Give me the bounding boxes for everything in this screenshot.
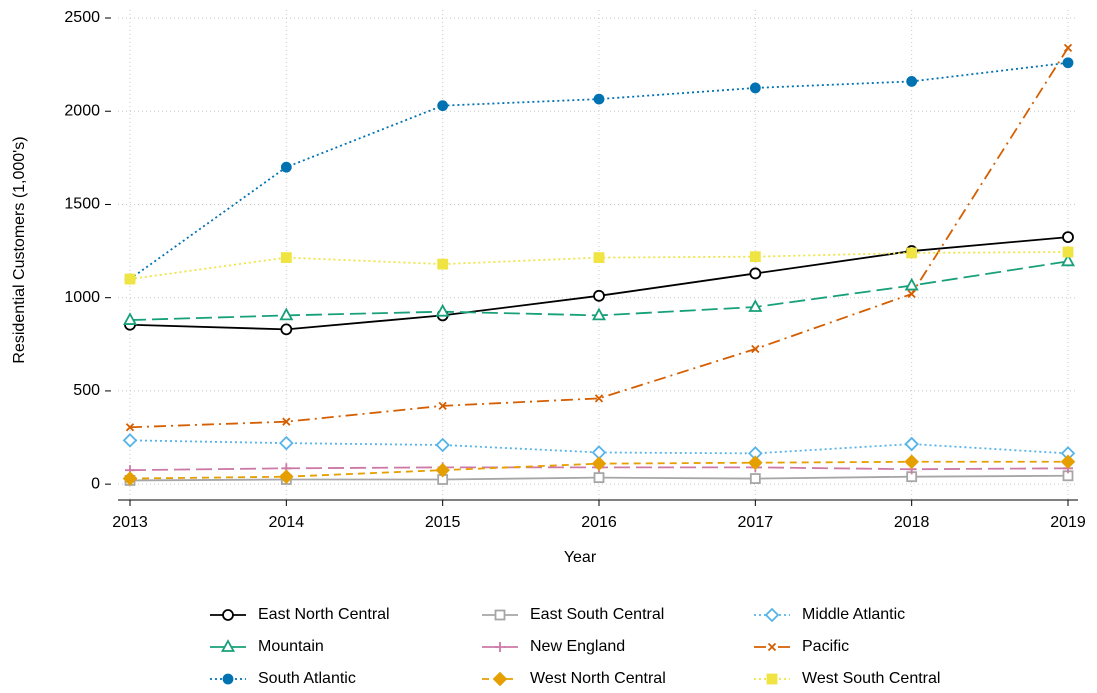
marker xyxy=(907,289,916,299)
marker xyxy=(1060,454,1076,470)
marker xyxy=(279,469,294,484)
marker xyxy=(124,273,136,285)
marker xyxy=(222,673,234,685)
marker xyxy=(593,252,605,264)
legend-label: East South Central xyxy=(530,606,664,623)
x-tick-label: 2019 xyxy=(1050,514,1086,531)
marker xyxy=(279,307,294,321)
marker xyxy=(904,436,919,452)
marker xyxy=(593,289,605,302)
y-tick-label: 1000 xyxy=(64,289,100,306)
marker xyxy=(906,75,918,87)
marker xyxy=(438,401,447,410)
marker xyxy=(122,471,138,486)
x-tick-label: 2015 xyxy=(425,514,461,531)
y-tick-label: 2500 xyxy=(64,9,100,26)
x-axis-label: Year xyxy=(564,549,597,566)
marker xyxy=(749,473,761,484)
marker xyxy=(492,671,508,687)
x-tick-label: 2014 xyxy=(269,514,305,531)
y-tick-label: 2000 xyxy=(64,102,100,119)
marker xyxy=(280,161,292,173)
marker xyxy=(749,251,761,263)
legend-label: Pacific xyxy=(802,638,849,655)
marker xyxy=(904,454,919,470)
marker xyxy=(591,307,607,321)
marker xyxy=(279,435,294,451)
legend-label: Middle Atlantic xyxy=(802,606,905,623)
marker xyxy=(282,417,291,426)
marker xyxy=(904,277,919,291)
marker xyxy=(906,247,918,259)
marker xyxy=(591,456,607,471)
marker xyxy=(748,455,763,470)
marker xyxy=(495,642,505,652)
legend-label: West South Central xyxy=(802,670,940,687)
marker xyxy=(280,252,292,264)
legend-label: South Atlantic xyxy=(258,670,356,687)
marker xyxy=(494,609,506,621)
marker xyxy=(764,607,780,623)
y-tick-label: 500 xyxy=(73,382,100,399)
legend-label: East North Central xyxy=(258,606,390,623)
marker xyxy=(767,642,777,652)
marker xyxy=(748,299,763,312)
marker xyxy=(766,673,778,685)
marker xyxy=(435,462,450,478)
marker xyxy=(122,312,138,325)
marker xyxy=(594,394,604,403)
x-tick-label: 2017 xyxy=(738,514,774,531)
marker xyxy=(593,472,605,484)
x-tick-label: 2016 xyxy=(581,514,617,531)
marker xyxy=(125,423,135,432)
marker xyxy=(222,609,234,621)
marker xyxy=(749,267,762,280)
legend-label: West North Central xyxy=(530,670,666,687)
marker xyxy=(437,100,449,112)
marker xyxy=(1060,253,1076,267)
marker xyxy=(280,323,293,336)
marker xyxy=(593,93,605,105)
marker xyxy=(435,437,450,453)
x-tick-label: 2013 xyxy=(112,514,148,531)
marker xyxy=(437,258,449,270)
marker xyxy=(749,82,761,94)
marker xyxy=(122,433,138,448)
marker xyxy=(1063,43,1073,52)
marker xyxy=(1062,57,1074,69)
marker xyxy=(1062,246,1074,258)
legend-label: Mountain xyxy=(258,638,324,655)
y-tick-label: 0 xyxy=(91,475,100,492)
marker xyxy=(751,344,760,354)
x-tick-label: 2018 xyxy=(894,514,930,531)
y-tick-label: 1500 xyxy=(64,196,100,213)
y-axis-label: Residential Customers (1,000's) xyxy=(11,136,28,363)
legend-label: New England xyxy=(530,638,625,655)
marker xyxy=(220,639,236,652)
marker xyxy=(1062,231,1074,243)
marker xyxy=(435,303,450,317)
